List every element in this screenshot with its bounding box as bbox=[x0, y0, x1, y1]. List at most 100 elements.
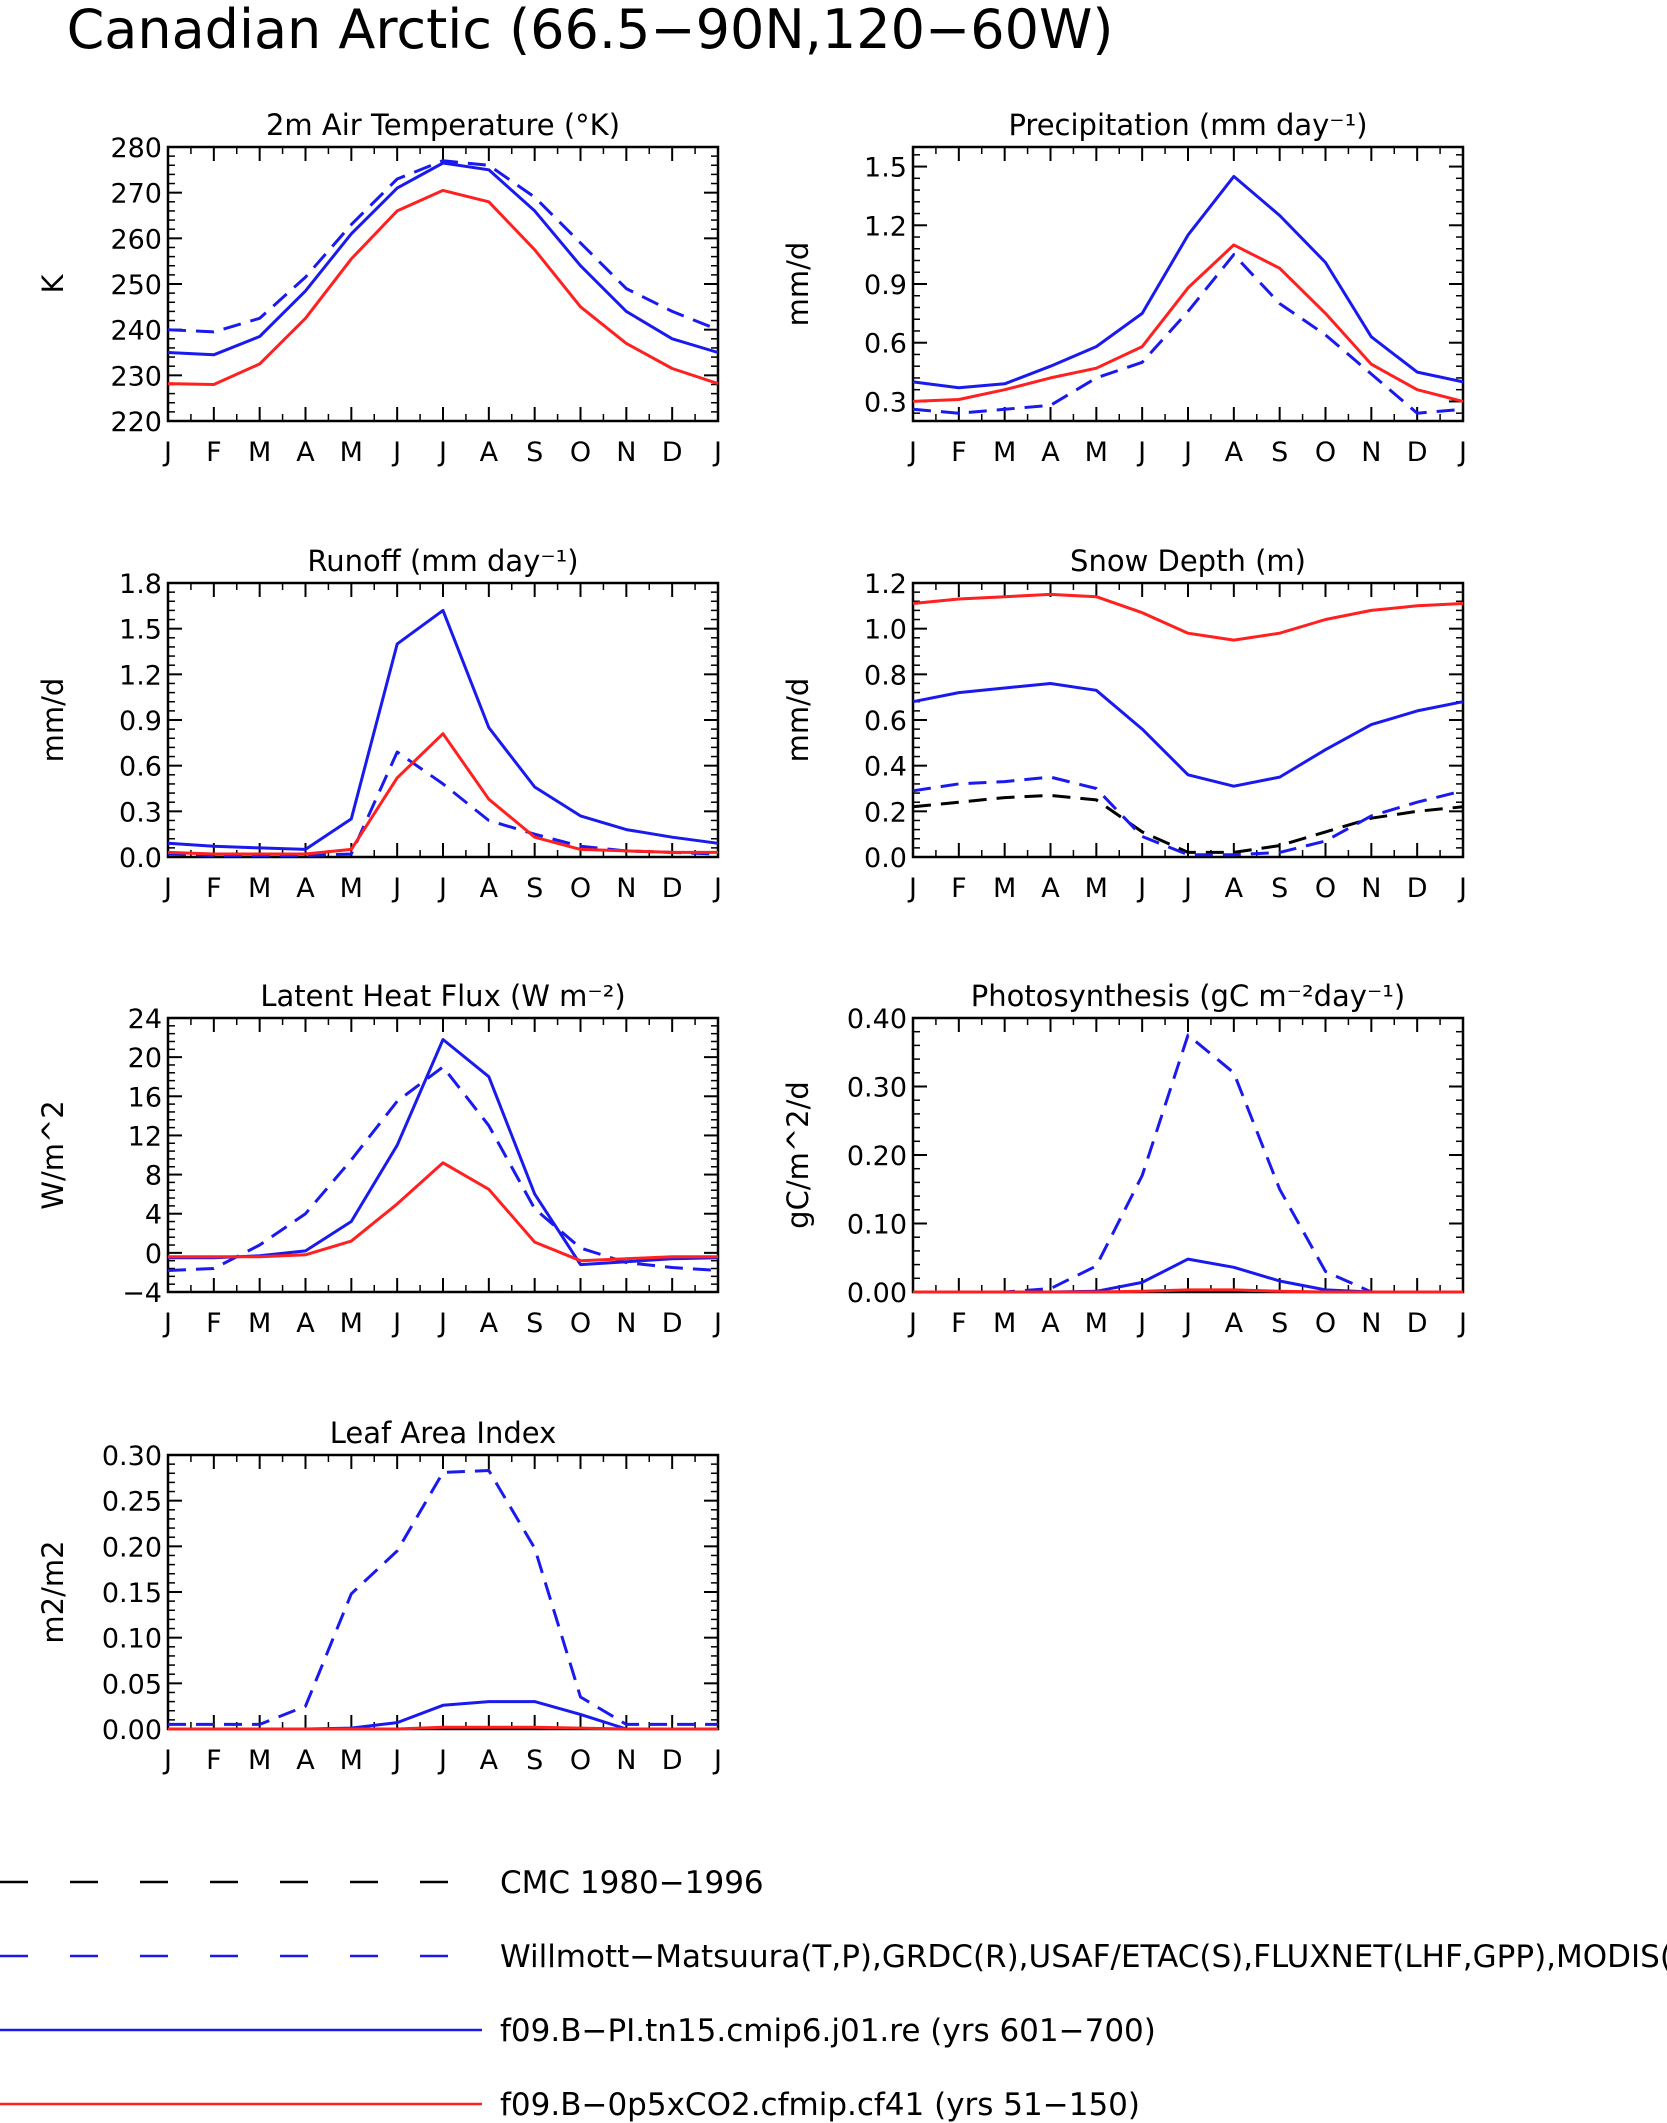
x-tick-label: S bbox=[526, 1308, 543, 1339]
figure-title: Canadian Arctic (66.5−90N,120−60W) bbox=[67, 0, 1114, 61]
x-tick-label: J bbox=[162, 437, 172, 468]
chart-panel-1: 2m Air Temperature (°K)KJ F M A M J J A S O N D J220… bbox=[36, 108, 722, 468]
x-tick-label: F bbox=[206, 873, 222, 904]
plot-frame bbox=[166, 145, 720, 423]
y-axis-label: K bbox=[36, 274, 70, 294]
y-tick-label: 240 bbox=[110, 316, 162, 347]
y-axis-label: m2/m2 bbox=[36, 1540, 70, 1643]
plot-frame bbox=[166, 581, 720, 859]
x-tick-label: J bbox=[1136, 437, 1146, 468]
x-tick-label: N bbox=[616, 873, 636, 904]
y-tick-label: 0.6 bbox=[119, 752, 162, 783]
series-line-3 bbox=[167, 188, 719, 386]
y-tick-label: 250 bbox=[110, 270, 162, 301]
x-tick-label: J bbox=[162, 1745, 172, 1776]
y-tick-label: 0.05 bbox=[102, 1669, 162, 1700]
series-line-2 bbox=[912, 174, 1464, 390]
x-tick-label: M bbox=[340, 437, 363, 468]
legend-item-1: CMC 1980−1996 bbox=[0, 1865, 764, 1901]
x-tick-label: M bbox=[993, 873, 1016, 904]
x-tick-label: J bbox=[1457, 873, 1467, 904]
series-line-2 bbox=[912, 775, 1464, 857]
x-tick-label: O bbox=[1315, 1308, 1336, 1339]
x-tick-label: D bbox=[662, 437, 683, 468]
chart-panel-2: Precipitation (mm day⁻¹)mm/dJ F M A M J J A S O N D… bbox=[781, 108, 1467, 468]
y-tick-label: 1.0 bbox=[864, 615, 907, 646]
series-line-1 bbox=[912, 793, 1464, 854]
y-tick-label: 230 bbox=[110, 361, 162, 392]
x-tick-label: J bbox=[1136, 1308, 1146, 1339]
series-line-3 bbox=[168, 1161, 718, 1263]
series-line-1 bbox=[913, 1033, 1463, 1294]
x-tick-label: S bbox=[526, 1745, 543, 1776]
x-tick-label: S bbox=[1271, 437, 1288, 468]
x-tick-label: J bbox=[437, 873, 447, 904]
chart-title: Leaf Area Index bbox=[330, 1416, 556, 1450]
legend-label: CMC 1980−1996 bbox=[500, 1865, 764, 1901]
x-tick-label: A bbox=[1041, 437, 1060, 468]
series-line-4 bbox=[912, 592, 1464, 642]
plot-frame bbox=[166, 1453, 720, 1731]
series-line-1 bbox=[167, 1065, 719, 1272]
y-tick-label: 24 bbox=[128, 1004, 162, 1035]
y-tick-label: 0.4 bbox=[864, 752, 907, 783]
x-tick-label: J bbox=[437, 1745, 447, 1776]
y-tick-label: 0 bbox=[145, 1239, 162, 1270]
x-tick-label: J bbox=[437, 1308, 447, 1339]
x-tick-label: F bbox=[206, 437, 222, 468]
x-tick-label: O bbox=[1315, 437, 1336, 468]
chart-panels: 2m Air Temperature (°K)KJ F M A M J J A S O N D J220… bbox=[36, 108, 1467, 1776]
y-tick-label: 20 bbox=[128, 1043, 162, 1074]
x-tick-label: D bbox=[662, 1745, 683, 1776]
plot-frame bbox=[911, 1016, 1465, 1294]
x-tick-label: O bbox=[570, 1745, 591, 1776]
x-tick-label: N bbox=[1361, 437, 1381, 468]
x-tick-label: O bbox=[570, 873, 591, 904]
series-line-2 bbox=[168, 1038, 719, 1267]
x-tick-label: J bbox=[907, 437, 917, 468]
chart-panel-3: Runoff (mm day⁻¹)mm/dJ F M A M J J A S O N D J0.00.3… bbox=[36, 544, 722, 904]
legend-label: f09.B−0p5xCO2.cfmip.cf41 (yrs 51−150) bbox=[500, 2087, 1140, 2123]
y-tick-label: 1.2 bbox=[864, 569, 907, 600]
x-tick-label: A bbox=[1041, 1308, 1060, 1339]
y-tick-label: 0.3 bbox=[119, 797, 162, 828]
x-tick-label: J bbox=[1182, 873, 1192, 904]
y-tick-label: 1.8 bbox=[119, 569, 162, 600]
y-axis-label: mm/d bbox=[36, 678, 70, 763]
x-tick-label: F bbox=[951, 437, 967, 468]
x-tick-label: A bbox=[480, 1308, 499, 1339]
y-axis-label: mm/d bbox=[781, 242, 815, 327]
series-line-3 bbox=[912, 682, 1464, 788]
x-tick-label: A bbox=[296, 437, 315, 468]
y-tick-label: 0.20 bbox=[847, 1141, 907, 1172]
x-tick-label: A bbox=[1225, 437, 1244, 468]
x-tick-label: N bbox=[616, 1745, 636, 1776]
x-tick-label: A bbox=[1225, 1308, 1244, 1339]
x-tick-label: O bbox=[570, 437, 591, 468]
series-line-2 bbox=[167, 161, 719, 357]
x-tick-label: M bbox=[340, 1308, 363, 1339]
x-tick-label: J bbox=[391, 1745, 401, 1776]
chart-title: Snow Depth (m) bbox=[1070, 544, 1306, 578]
x-tick-label: J bbox=[712, 873, 722, 904]
y-tick-label: 280 bbox=[110, 133, 162, 164]
x-tick-label: D bbox=[662, 1308, 683, 1339]
y-axis-label: mm/d bbox=[781, 678, 815, 763]
chart-title: Photosynthesis (gC m⁻²day⁻¹) bbox=[971, 979, 1405, 1013]
y-tick-label: 0.40 bbox=[847, 1004, 907, 1035]
y-tick-label: 0.00 bbox=[102, 1715, 162, 1746]
x-tick-label: A bbox=[1225, 873, 1244, 904]
y-tick-label: 0.2 bbox=[864, 797, 907, 828]
x-tick-label: M bbox=[340, 873, 363, 904]
y-axis-label: gC/m^2/d bbox=[781, 1081, 815, 1229]
x-tick-label: J bbox=[712, 1745, 722, 1776]
y-tick-label: 0.25 bbox=[102, 1487, 162, 1518]
x-tick-label: J bbox=[437, 437, 447, 468]
legend-item-3: f09.B−PI.tn15.cmip6.j01.re (yrs 601−700) bbox=[0, 2013, 1156, 2049]
series-line-1 bbox=[167, 750, 719, 857]
x-tick-label: N bbox=[1361, 873, 1381, 904]
y-tick-label: 0.3 bbox=[864, 387, 907, 418]
y-tick-label: 16 bbox=[128, 1082, 162, 1113]
series-line-3 bbox=[912, 243, 1464, 403]
